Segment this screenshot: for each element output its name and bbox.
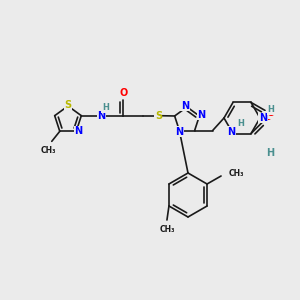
Text: N: N <box>74 126 82 136</box>
Text: N: N <box>175 127 183 136</box>
Text: O: O <box>264 112 272 122</box>
Text: N: N <box>181 101 189 111</box>
Text: N: N <box>97 111 105 121</box>
Text: CH₃: CH₃ <box>229 169 244 178</box>
Text: N: N <box>259 113 267 123</box>
Text: N: N <box>197 110 206 120</box>
Text: N: N <box>227 127 235 136</box>
Text: H: H <box>268 106 274 115</box>
Text: H: H <box>266 148 274 158</box>
Text: H: H <box>102 103 109 112</box>
Text: CH₃: CH₃ <box>41 146 56 155</box>
Text: H: H <box>238 119 244 128</box>
Text: O: O <box>119 88 128 98</box>
Text: CH₃: CH₃ <box>159 224 175 233</box>
Text: S: S <box>155 111 162 121</box>
Text: O: O <box>267 108 275 118</box>
Text: S: S <box>64 100 72 110</box>
